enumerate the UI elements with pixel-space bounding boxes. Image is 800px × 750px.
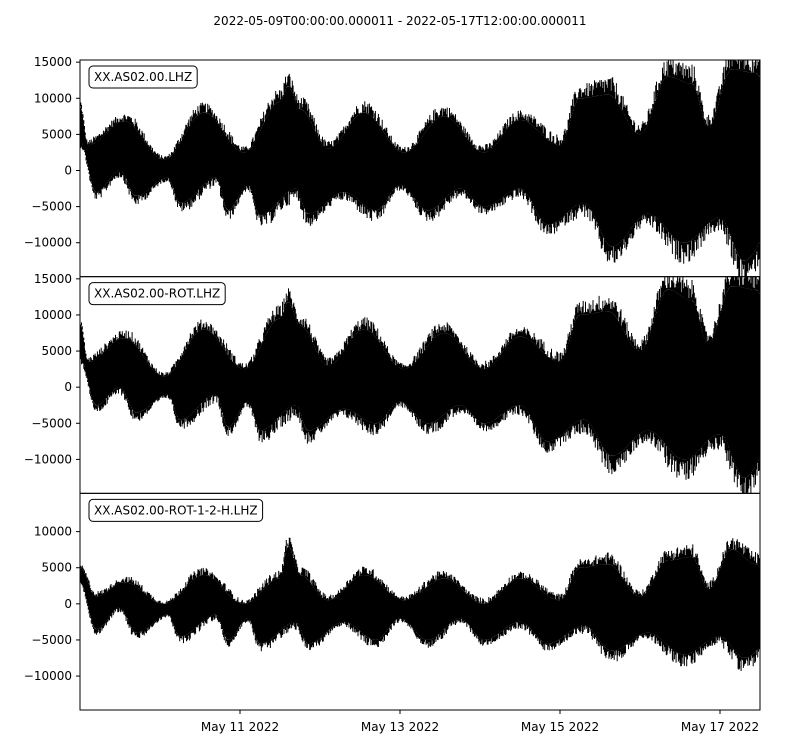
y-tick-label: −10000 (24, 452, 72, 466)
x-tick-label: May 11 2022 (201, 720, 279, 734)
trace-panel: 15000 10000 5000 0 −5000 −10000 XX.AS02.00-ROT… (24, 272, 761, 494)
x-tick-label: May 17 2022 (681, 720, 759, 734)
y-tick-label: −10000 (24, 669, 72, 683)
trace-label-box (88, 65, 198, 89)
figure-title: 2022-05-09T00:00:00.000011 - 2022-05-17T… (213, 14, 586, 28)
x-axis: May 11 2022 May 13 2022 May 15 2022 May 17 … (201, 710, 759, 734)
y-tick-label: 10000 (34, 91, 72, 105)
y-tick-label: 5000 (41, 561, 72, 575)
trace-envelope (80, 69, 760, 261)
trace-label-box (88, 282, 226, 306)
trace-waveform-detail (80, 60, 760, 277)
y-tick-label: −10000 (24, 236, 72, 250)
trace-envelope (80, 546, 760, 658)
trace-panel: 15000 10000 5000 0 −5000 −10000 XX.AS02.00.LHZ (24, 55, 761, 278)
trace-panel: 10000 5000 0 −5000 −10000 XX.AS02.00-ROT-1-2-… (24, 492, 761, 711)
panel-frame (79, 492, 761, 711)
x-tick-label: May 15 2022 (521, 720, 599, 734)
y-tick-label: 15000 (34, 272, 72, 286)
y-tick-label: 15000 (34, 55, 72, 69)
y-tick-label: −5000 (31, 200, 72, 214)
x-tick-label: May 13 2022 (361, 720, 439, 734)
y-tick-label: 5000 (41, 127, 72, 141)
trace-panels: 15000 10000 5000 0 −5000 −10000 XX.AS02.00.LHZ… (24, 55, 761, 711)
y-tick-label: 5000 (41, 344, 72, 358)
y-tick-label: 10000 (34, 308, 72, 322)
trace-id-label: XX.AS02.00-ROT-1-2-H.LHZ (94, 503, 258, 517)
trace-envelope (80, 286, 760, 478)
trace-waveform-detail (80, 276, 760, 494)
trace-waveform-detail (80, 537, 760, 671)
y-tick-label: −5000 (31, 633, 72, 647)
y-tick-label: 0 (64, 164, 72, 178)
y-tick-label: 0 (64, 380, 72, 394)
trace-label-box (88, 498, 264, 522)
y-tick-label: 0 (64, 597, 72, 611)
y-tick-label: 10000 (34, 525, 72, 539)
trace-id-label: XX.AS02.00.LHZ (94, 70, 192, 84)
trace-id-label: XX.AS02.00-ROT.LHZ (94, 287, 220, 301)
y-tick-label: −5000 (31, 416, 72, 430)
